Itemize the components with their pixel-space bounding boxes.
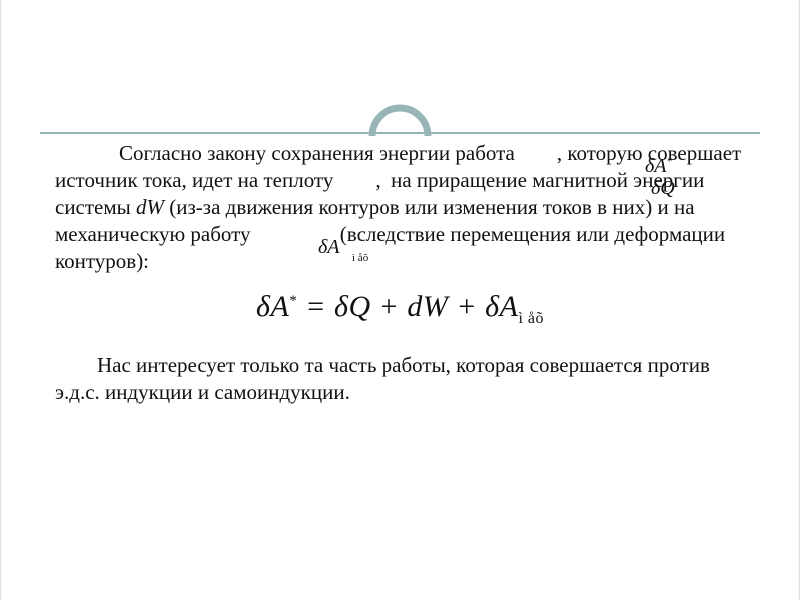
formula-plus2: + <box>448 290 485 323</box>
content-area: Согласно закону сохранения энергии работ… <box>55 140 745 406</box>
formula-t1: δQ <box>334 290 371 323</box>
p2-text: Нас интересует только та часть работы, к… <box>55 353 710 404</box>
slide: δA* δQ δA ì åõ Согласно закону сохранени… <box>0 0 800 600</box>
formula-t3-sub: ì åõ <box>518 310 544 327</box>
p1-dW: dW <box>136 195 164 219</box>
title-ornament <box>0 80 800 140</box>
paragraph-2: Нас интересует только та часть работы, к… <box>55 352 745 406</box>
formula-eq: = <box>297 290 334 323</box>
formula-t3: δA <box>485 290 518 323</box>
arc-icon <box>360 96 440 142</box>
horizontal-rule <box>40 132 760 134</box>
formula: δA* = δQ + dW + δAì åõ <box>55 288 745 329</box>
paragraph-1: Согласно закону сохранения энергии работ… <box>55 140 745 274</box>
formula-lhs: δA <box>256 290 289 323</box>
formula-t2: dW <box>407 290 448 323</box>
formula-plus1: + <box>371 290 408 323</box>
